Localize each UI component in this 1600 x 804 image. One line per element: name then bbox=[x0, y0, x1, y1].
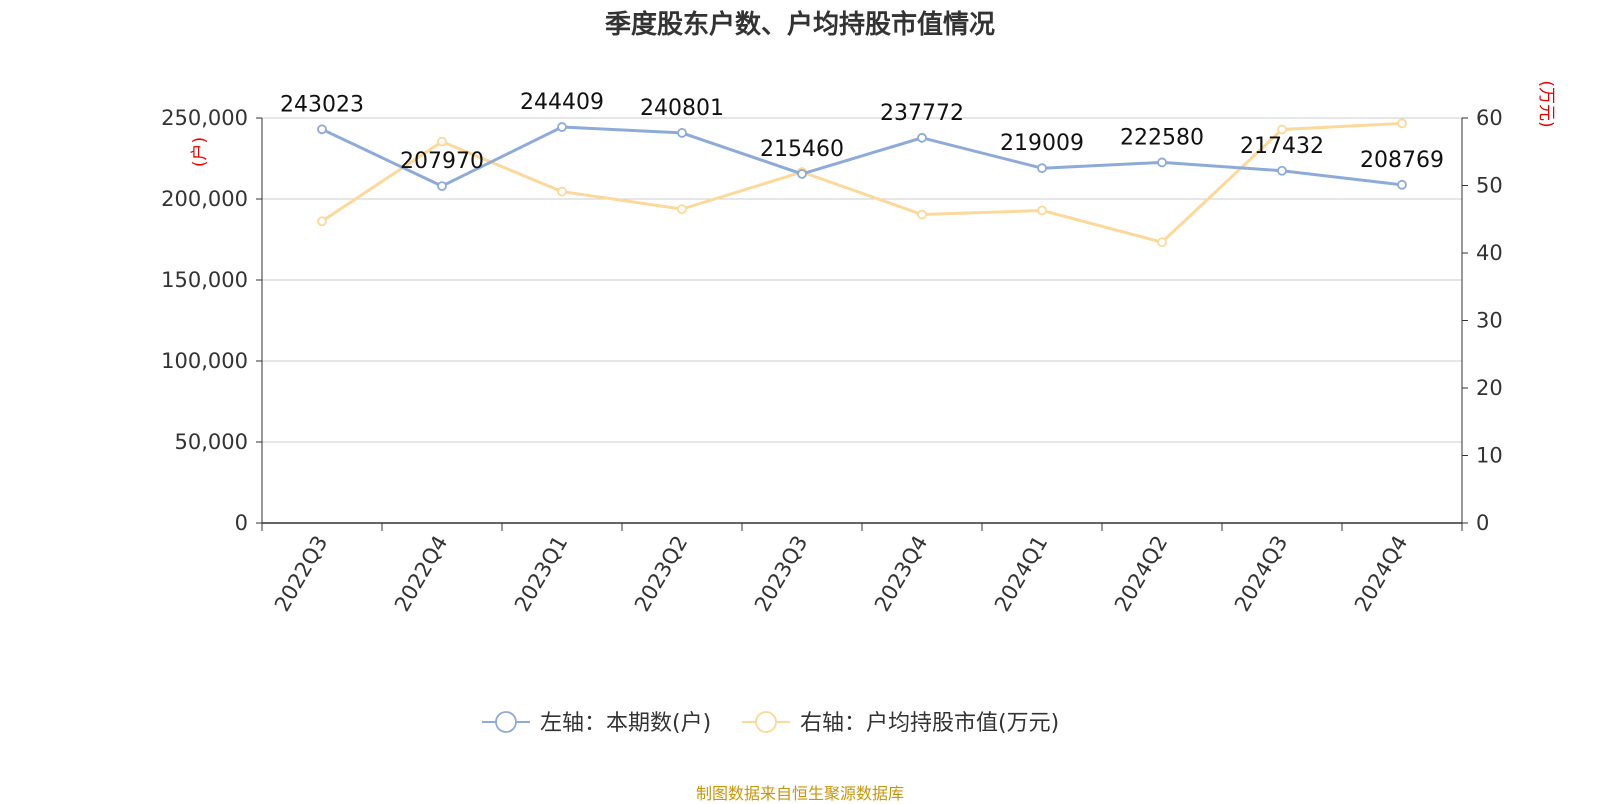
data-label: 240801 bbox=[640, 96, 724, 121]
legend: 左轴：本期数(户) 右轴：户均持股市值(万元) bbox=[482, 711, 1059, 736]
point-shareholders bbox=[557, 122, 567, 132]
left-axis-tick-label: 200,000 bbox=[161, 187, 248, 211]
x-axis-tick-label: 2023Q2 bbox=[630, 532, 692, 616]
right-axis-tick-label: 60 bbox=[1476, 106, 1503, 130]
point-avg-value bbox=[437, 136, 447, 147]
data-source-note: 制图数据来自恒生聚源数据库 bbox=[695, 784, 904, 803]
point-shareholders bbox=[677, 128, 687, 138]
left-axis-tick-label: 50,000 bbox=[175, 430, 248, 454]
series-line-avg-value bbox=[321, 121, 1403, 244]
chart-canvas: 0 50,000 100,000 150,000 200,000 250,000 (户) 0 1… bbox=[161, 80, 1556, 736]
x-axis-tick-label: 2023Q4 bbox=[870, 532, 932, 616]
point-avg-value bbox=[917, 209, 927, 220]
left-axis-tick-label: 100,000 bbox=[161, 349, 248, 373]
chart-title: 季度股东户数、户均持股市值情况 bbox=[604, 10, 995, 40]
left-axis-tick-label: 0 bbox=[235, 511, 248, 535]
data-label: 222580 bbox=[1120, 125, 1204, 150]
data-label: 243023 bbox=[280, 92, 364, 117]
right-axis-tick-label: 20 bbox=[1476, 376, 1503, 400]
right-axis-unit-label: (万元) bbox=[1536, 80, 1556, 127]
right-axis-tick-label: 50 bbox=[1476, 174, 1503, 198]
right-axis-tick-label: 30 bbox=[1476, 309, 1503, 333]
axes: 0 50,000 100,000 150,000 200,000 250,000 (户) 0 1… bbox=[161, 80, 1556, 615]
x-axis-tick-label: 2024Q4 bbox=[1350, 532, 1412, 616]
right-axis-tick-label: 10 bbox=[1476, 444, 1503, 468]
data-label: 215460 bbox=[760, 137, 844, 162]
point-avg-value bbox=[1157, 237, 1167, 248]
x-axis-tick-label: 2024Q2 bbox=[1110, 532, 1172, 616]
point-avg-value bbox=[1277, 124, 1287, 135]
legend-marker bbox=[755, 711, 777, 733]
point-shareholders bbox=[1277, 165, 1287, 176]
legend-label-avg-value: 右轴：户均持股市值(万元) bbox=[800, 711, 1059, 736]
point-shareholders bbox=[1157, 157, 1167, 168]
point-avg-value bbox=[1037, 205, 1047, 216]
point-shareholders bbox=[437, 181, 447, 191]
point-shareholders bbox=[1397, 179, 1407, 190]
point-shareholders bbox=[1037, 163, 1047, 174]
left-axis-tick-label: 250,000 bbox=[161, 106, 248, 130]
left-axis-tick-label: 150,000 bbox=[161, 268, 248, 292]
point-avg-value bbox=[317, 216, 327, 227]
data-labels: 243023 207970 244409 240801 215460 237772 2190… bbox=[280, 90, 1444, 174]
legend-marker bbox=[495, 711, 517, 733]
left-axis-unit-label: (户) bbox=[190, 137, 210, 167]
series bbox=[317, 118, 1407, 248]
x-axis-tick-label: 2022Q4 bbox=[390, 532, 452, 616]
data-label: 207970 bbox=[400, 149, 484, 174]
point-shareholders bbox=[797, 169, 807, 179]
data-label: 244409 bbox=[520, 90, 604, 115]
point-avg-value bbox=[1397, 118, 1407, 129]
data-label: 219009 bbox=[1000, 131, 1084, 156]
point-shareholders bbox=[317, 124, 327, 135]
series-line-shareholders bbox=[321, 125, 1403, 188]
grid-lines bbox=[262, 117, 1462, 443]
right-axis-tick-label: 40 bbox=[1476, 241, 1503, 265]
x-axis-tick-label: 2024Q1 bbox=[990, 532, 1052, 616]
x-axis-tick-label: 2024Q3 bbox=[1230, 532, 1292, 616]
data-label: 217432 bbox=[1240, 134, 1324, 159]
point-avg-value bbox=[557, 186, 567, 197]
x-axis-tick-label: 2023Q3 bbox=[750, 532, 812, 616]
point-avg-value bbox=[677, 204, 687, 215]
x-axis-tick-label: 2023Q1 bbox=[510, 532, 572, 616]
point-shareholders bbox=[917, 132, 927, 143]
data-label: 208769 bbox=[1360, 148, 1444, 173]
right-axis-tick-label: 0 bbox=[1476, 511, 1489, 535]
data-label: 237772 bbox=[880, 101, 964, 126]
legend-label-shareholders: 左轴：本期数(户) bbox=[540, 711, 711, 736]
x-axis-tick-label: 2022Q3 bbox=[270, 532, 332, 616]
